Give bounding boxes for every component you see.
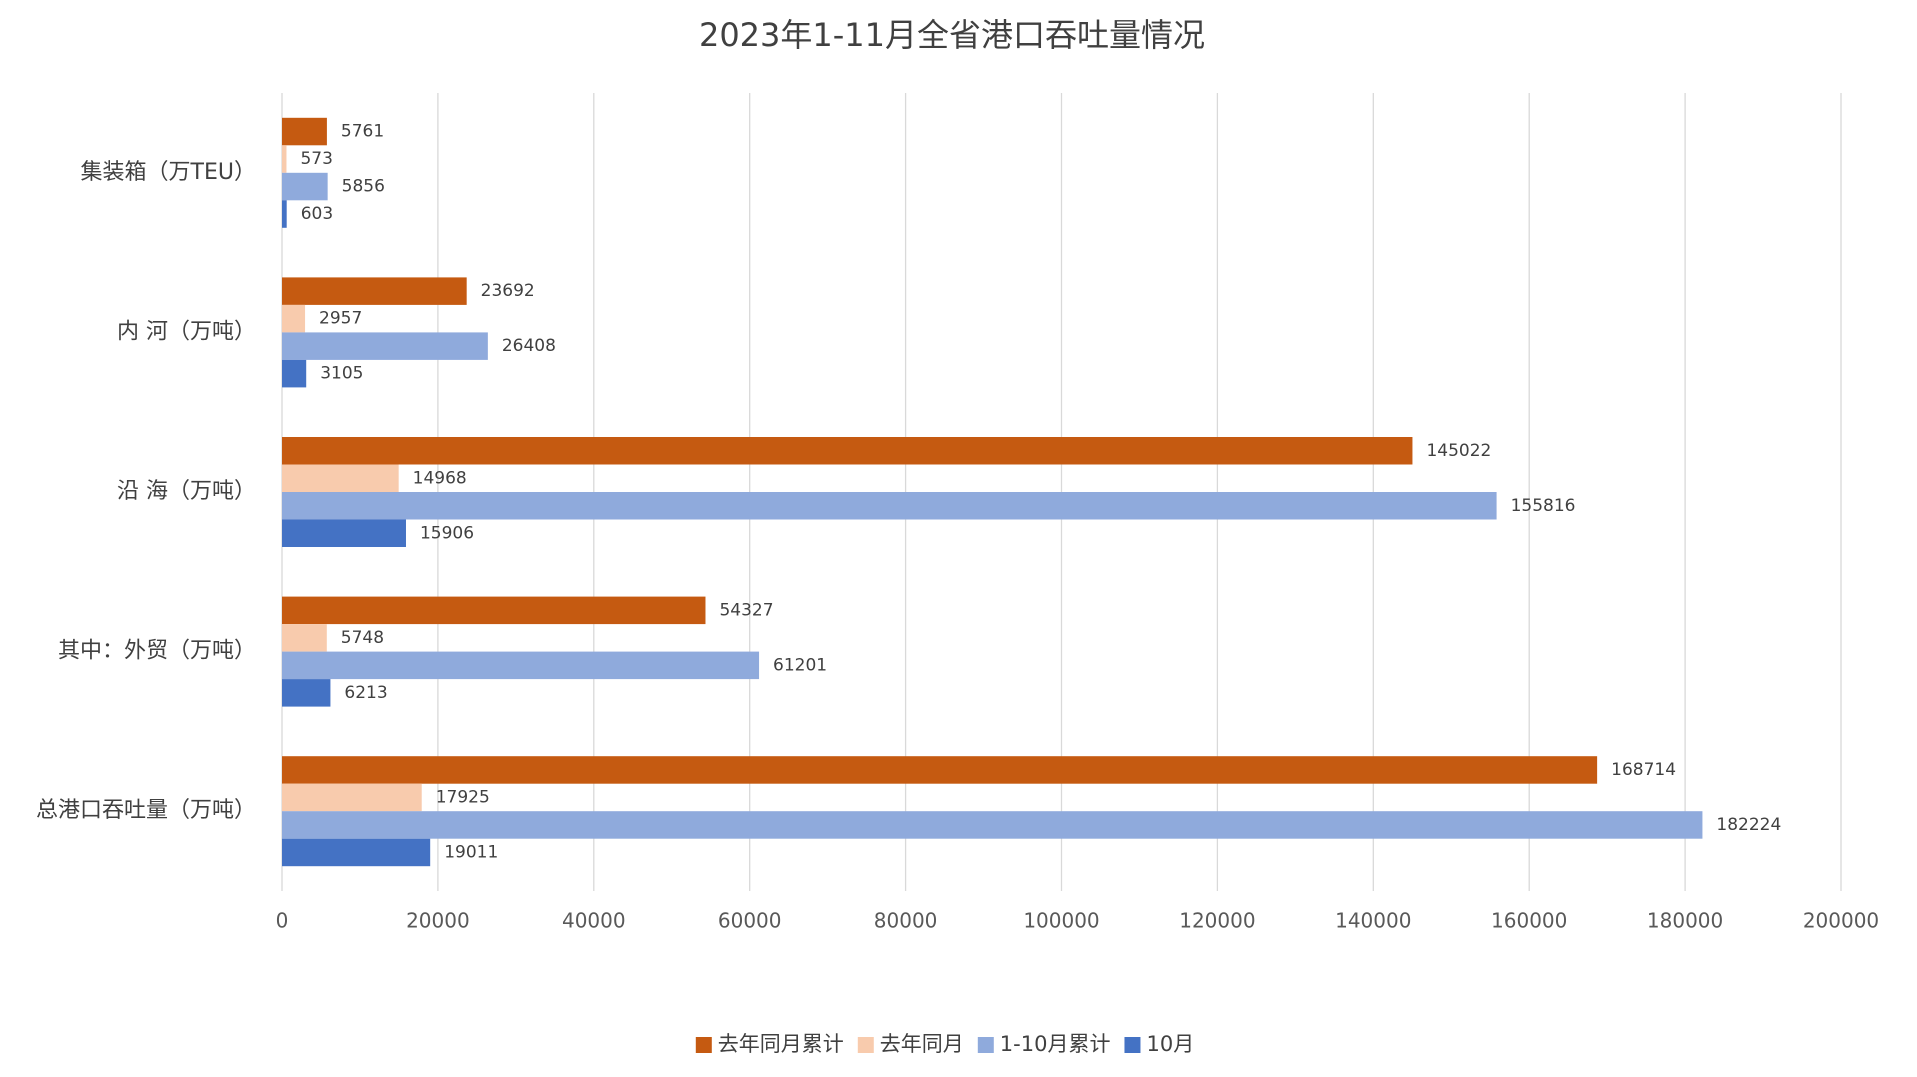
bar: [282, 277, 467, 305]
x-tick-label: 160000: [1491, 909, 1567, 933]
x-tick-label: 40000: [562, 909, 626, 933]
x-tick-label: 0: [276, 909, 289, 933]
data-label: 19011: [444, 842, 498, 862]
bar: [282, 596, 706, 625]
bar: [282, 172, 328, 201]
bar: [282, 117, 327, 146]
data-label: 15906: [420, 523, 474, 543]
bar: [282, 838, 431, 867]
data-label: 182224: [1716, 815, 1781, 835]
data-label: 155816: [1511, 496, 1576, 516]
bar: [282, 811, 1703, 839]
data-label: 17925: [436, 787, 490, 807]
bar: [282, 519, 406, 547]
y-tick-label: 集装箱（万TEU）: [81, 160, 256, 185]
data-label: 23692: [481, 281, 535, 301]
bar: [282, 332, 488, 360]
y-tick-label: 其中：外贸（万吨）: [58, 639, 256, 664]
bar: [282, 304, 306, 333]
y-tick-label: 内 河（万吨）: [117, 319, 256, 344]
data-label: 5748: [341, 628, 384, 648]
legend-swatch: [857, 1037, 874, 1053]
data-label: 573: [300, 149, 332, 169]
data-label: 5856: [342, 177, 385, 197]
legend-label: 1-10月累计: [1000, 1032, 1111, 1056]
bar: [282, 437, 1413, 465]
data-label: 14968: [413, 468, 467, 488]
data-label: 61201: [773, 655, 827, 675]
bar: [282, 145, 287, 173]
legend-label: 去年同月累计: [718, 1032, 844, 1056]
bar: [282, 464, 399, 492]
legend-swatch: [977, 1037, 994, 1053]
x-tick-label: 60000: [718, 909, 782, 933]
x-tick-label: 80000: [874, 909, 938, 933]
legend-label: 10月: [1146, 1032, 1194, 1056]
bar: [282, 651, 760, 680]
data-label: 6213: [344, 683, 387, 703]
bar: [282, 756, 1598, 784]
data-label: 5761: [341, 122, 384, 142]
legend-swatch: [695, 1037, 712, 1053]
legend-swatch: [1124, 1037, 1141, 1053]
chart-title: 2023年1-11月全省港口吞吐量情况: [699, 16, 1205, 54]
x-tick-label: 180000: [1647, 909, 1723, 933]
legend-label: 去年同月: [880, 1032, 964, 1056]
x-tick-label: 20000: [406, 909, 470, 933]
bar: [282, 679, 331, 707]
data-label: 603: [301, 204, 333, 224]
data-label: 54327: [719, 600, 773, 620]
data-label: 2957: [319, 309, 362, 329]
bar: [282, 783, 422, 812]
bar: [282, 359, 307, 388]
x-tick-label: 200000: [1803, 909, 1879, 933]
bar: [282, 200, 287, 228]
data-label: 145022: [1426, 441, 1491, 461]
bar: [282, 624, 327, 652]
x-tick-label: 120000: [1179, 909, 1255, 933]
bar: [282, 492, 1497, 520]
y-tick-label: 总港口吞吐量（万吨）: [36, 798, 256, 823]
data-label: 168714: [1611, 760, 1676, 780]
x-tick-label: 100000: [1023, 909, 1099, 933]
data-label: 26408: [502, 336, 556, 356]
y-tick-label: 沿 海（万吨）: [117, 479, 256, 504]
x-tick-label: 140000: [1335, 909, 1411, 933]
data-label: 3105: [320, 364, 363, 384]
